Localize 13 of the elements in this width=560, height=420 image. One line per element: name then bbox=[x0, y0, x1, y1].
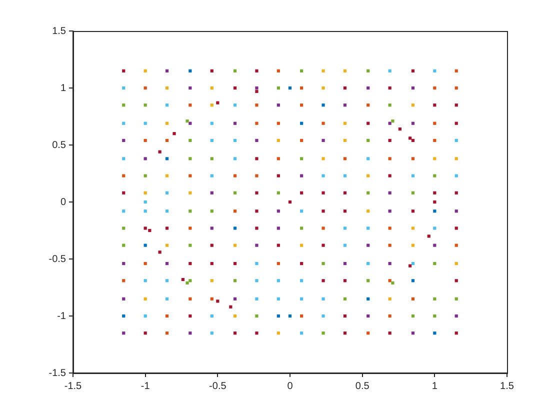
y-tick-label: 0.5 bbox=[52, 140, 66, 151]
y-tick-label: -1 bbox=[57, 310, 66, 322]
x-tick-label: 1.5 bbox=[500, 380, 514, 392]
x-tick-label: -1 bbox=[140, 380, 150, 392]
x-tick-label: 0 bbox=[287, 380, 294, 392]
y-tick-label: 0 bbox=[60, 196, 66, 208]
y-tick-label: 1.5 bbox=[52, 26, 66, 37]
y-tick-label: -1.5 bbox=[48, 368, 66, 379]
x-tick-label: 0.5 bbox=[355, 380, 370, 392]
y-tick-label: 1 bbox=[60, 82, 66, 94]
y-tick-label: -0.5 bbox=[48, 254, 66, 265]
x-tick-label: 1 bbox=[432, 380, 438, 392]
x-tick-label: -0.5 bbox=[209, 380, 227, 392]
